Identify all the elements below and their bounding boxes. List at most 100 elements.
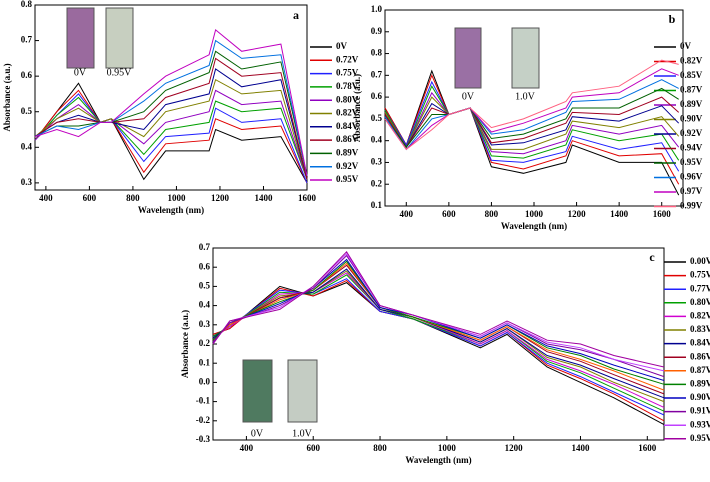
series-line (34, 68, 308, 180)
x-tick-label: 600 (306, 443, 320, 453)
series-line (34, 96, 308, 180)
y-tick-label: 0.5 (199, 280, 211, 290)
legend-label: 0.00V (690, 256, 710, 266)
series-line (384, 73, 680, 185)
legend-label: 0.82V (680, 56, 703, 66)
inset-label: 0V (74, 67, 87, 78)
inset-label: 0V (462, 91, 475, 102)
y-tick-label: 0.6 (371, 91, 383, 101)
x-tick-label: 1200 (505, 443, 524, 453)
legend-label: 0.89V (680, 99, 703, 109)
legend-label: 0.91V (690, 406, 710, 416)
plot-frame (34, 4, 308, 191)
legend-label: 0.90V (680, 114, 703, 124)
y-tick-label: 0.3 (371, 157, 383, 167)
series-line (212, 260, 665, 385)
y-axis-label: Absorbance (a.u.) (180, 310, 190, 378)
x-tick-label: 400 (39, 193, 53, 203)
series-line (212, 250, 665, 368)
legend-label: 0.77V (690, 283, 710, 293)
x-axis-label: Wavelength (nm) (405, 455, 471, 465)
series-line (212, 253, 665, 372)
legend-label: 0.85V (680, 70, 703, 80)
x-tick-label: 1000 (167, 193, 186, 203)
y-tick-label: 0.2 (199, 338, 211, 348)
y-tick-label: 0.2 (371, 178, 383, 188)
series-line (34, 89, 308, 180)
series-line (384, 80, 680, 172)
series-line (34, 78, 308, 180)
y-axis-label: Absorbance (a.u.) (2, 63, 12, 131)
inset-label: 1.0V (292, 428, 313, 439)
series-line (212, 272, 665, 408)
y-axis-label: Absorbance (a.u.) (352, 74, 362, 142)
legend-label: 0.95V (336, 174, 359, 184)
y-tick-label: 0.3 (199, 319, 211, 329)
legend-label: 0.87V (690, 365, 710, 375)
legend-label: 0.99V (680, 201, 703, 211)
y-tick-label: 0.7 (21, 35, 33, 45)
y-tick-label: 0.7 (371, 69, 383, 79)
y-tick-label: 0.7 (199, 242, 211, 252)
y-tick-label: -0.2 (196, 415, 211, 425)
series-line (34, 93, 308, 184)
series-line (384, 87, 679, 149)
y-tick-label: 0.9 (371, 26, 383, 36)
x-axis-label: Wavelength (nm) (501, 221, 567, 231)
y-tick-label: 0.5 (371, 113, 383, 123)
series-line (384, 96, 680, 150)
series-line (212, 254, 665, 378)
legend-label: 0.82V (336, 108, 359, 118)
x-tick-label: 1200 (211, 193, 230, 203)
vial-image (242, 359, 273, 423)
panel-label: b (669, 12, 676, 26)
series-line (34, 29, 308, 176)
y-tick-label: 0.8 (21, 0, 33, 9)
series-line (34, 50, 308, 176)
legend-label: 0V (680, 41, 692, 51)
x-tick-label: 1600 (298, 193, 317, 203)
x-tick-label: 1200 (568, 209, 587, 219)
y-tick-label: 0.1 (199, 357, 211, 367)
x-tick-label: 600 (442, 209, 456, 219)
panel-label: a (293, 8, 299, 22)
x-tick-label: 1400 (610, 209, 629, 219)
x-tick-label: 1600 (653, 209, 672, 219)
series-line (384, 91, 680, 155)
y-tick-label: -0.3 (196, 434, 211, 444)
plot-frame (212, 247, 665, 441)
series-line (384, 59, 679, 151)
legend-label: 0.84V (336, 121, 359, 131)
y-tick-label: 0.6 (199, 261, 211, 271)
series-line (34, 89, 308, 184)
legend-label: 0.92V (336, 161, 359, 171)
x-tick-label: 400 (400, 209, 414, 219)
series-line (34, 57, 308, 180)
x-tick-label: 1600 (638, 443, 657, 453)
legend-label: 0.89V (336, 147, 359, 157)
legend-label: 0.82V (690, 310, 710, 320)
legend-label: 0.80V (336, 94, 359, 104)
legend-label: 0.95V (690, 433, 710, 443)
legend-label: 0.87V (680, 85, 703, 95)
legend-label: 0.78V (336, 81, 359, 91)
x-tick-label: 800 (373, 443, 387, 453)
x-tick-label: 800 (126, 193, 140, 203)
series-line (384, 102, 680, 149)
y-tick-label: 0.4 (21, 141, 33, 151)
legend-label: 0.75V (336, 68, 359, 78)
vial-image (66, 7, 95, 69)
vial-image (454, 27, 482, 89)
vial-image (287, 359, 318, 423)
legend-label: 0.84V (690, 338, 710, 348)
y-tick-label: -0.1 (196, 396, 211, 406)
legend-label: 0.86V (336, 134, 359, 144)
inset-label: 0V (251, 428, 264, 439)
vial-image (511, 27, 540, 89)
x-tick-label: 1400 (571, 443, 590, 453)
panel-label: c (649, 250, 655, 264)
series-line (384, 96, 680, 149)
x-tick-label: 400 (240, 443, 254, 453)
series-line (384, 69, 680, 196)
legend-label: 0.75V (690, 270, 710, 280)
